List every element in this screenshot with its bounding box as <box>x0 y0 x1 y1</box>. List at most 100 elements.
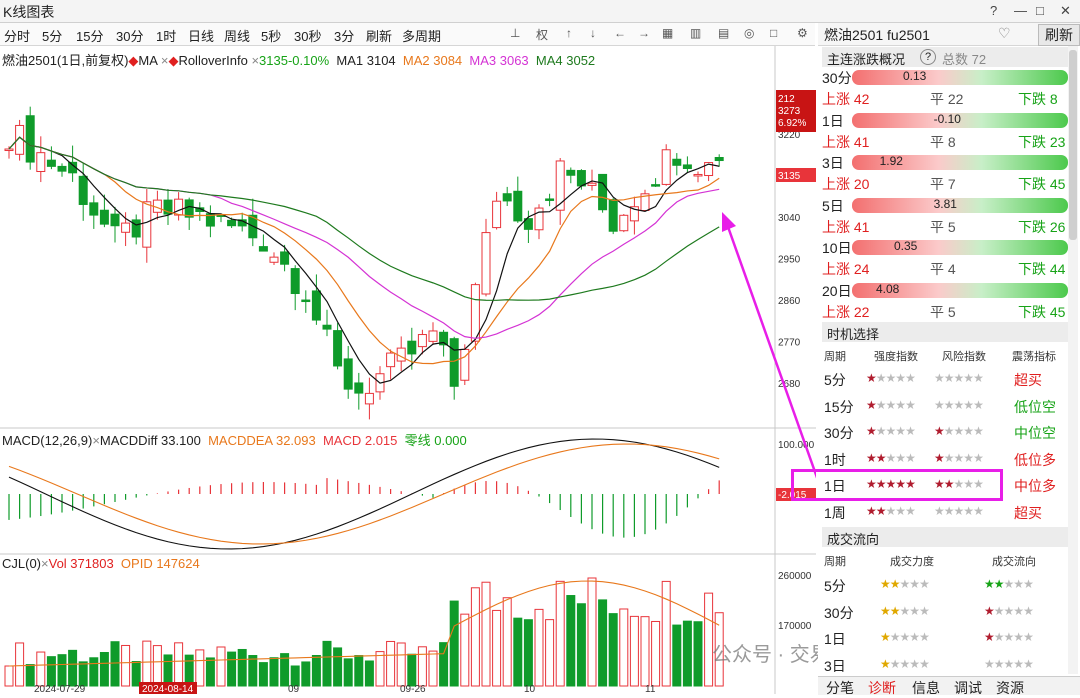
refresh-button[interactable]: 刷新 <box>366 29 393 44</box>
chart-area[interactable]: 322031303040295028602770268021232736.92%… <box>0 46 915 695</box>
summary-header: 主连涨跌概况 ? 总数 72 <box>822 47 1068 67</box>
tab-diagnose[interactable]: 诊断 <box>868 680 896 696</box>
volume-bar <box>375 651 385 687</box>
scrollbar-thumb[interactable] <box>1069 50 1077 240</box>
period-tab-week[interactable]: 周线 <box>224 29 251 44</box>
title-bar: K线图表 ? — □ ✕ <box>0 0 1080 23</box>
summary-value: 0.35 <box>894 239 918 253</box>
volume-bar <box>68 649 78 687</box>
panel-scrollbar[interactable] <box>1068 46 1078 674</box>
summary-up: 上涨 41 <box>822 218 870 235</box>
period-tab-fenshi[interactable]: 分时 <box>4 29 31 44</box>
flow-header: 成交流向 <box>822 527 1068 547</box>
candle-body <box>492 200 502 229</box>
quote-refresh-button[interactable]: 刷新 <box>1038 24 1080 46</box>
oscillator-signal: 超买 <box>1014 372 1042 388</box>
period-tab-3m[interactable]: 3分 <box>334 29 355 44</box>
summary-period: 10日 <box>822 240 852 256</box>
candle-body <box>513 190 523 222</box>
window-title: K线图表 <box>3 4 55 20</box>
volume-bar <box>258 662 268 687</box>
macd-dea: MACDDEA 32.093 <box>208 433 316 448</box>
settings-icon[interactable]: ⚙ <box>797 26 808 40</box>
strength-stars: ★★★★★ <box>866 503 916 518</box>
arrow-left-icon[interactable]: ← <box>614 26 626 40</box>
volume-bar <box>523 619 533 687</box>
weight-icon[interactable]: 权 <box>536 28 549 42</box>
flow-header-cell: 成交流向 <box>992 556 1036 568</box>
kline-chart-svg[interactable]: 322031303040295028602770268021232736.92%… <box>0 46 822 695</box>
volume-bar <box>333 647 343 687</box>
close-icon[interactable]: ✕ <box>1060 3 1071 18</box>
period-tab-30s[interactable]: 30秒 <box>294 29 322 44</box>
period-tab-30m[interactable]: 30分 <box>116 29 144 44</box>
window-icon[interactable]: □ <box>770 26 778 40</box>
candle-body <box>481 232 491 295</box>
summary-flat: 平 8 <box>930 133 956 150</box>
target-icon[interactable]: ◎ <box>744 26 755 40</box>
volume-bar <box>322 640 332 687</box>
candle-body <box>121 222 131 233</box>
candle-body <box>89 202 99 216</box>
summary-help-icon[interactable]: ? <box>920 49 936 65</box>
macd-tick-label: 100.000 <box>778 440 815 451</box>
summary-bar <box>852 155 1068 170</box>
layout-icon[interactable]: ▤ <box>718 26 730 40</box>
period-tab-15m[interactable]: 15分 <box>76 29 104 44</box>
volume-bar <box>216 646 226 687</box>
candle-body <box>36 152 46 173</box>
volume-tick-label: 260000 <box>778 571 812 582</box>
summary-bar <box>852 112 1068 128</box>
volume-bar <box>640 616 650 687</box>
volume-bar <box>682 620 692 687</box>
tab-fenbi[interactable]: 分笔 <box>826 680 854 696</box>
volume-bar <box>46 656 56 687</box>
volume-bar <box>195 649 205 687</box>
price-tick-label: 2770 <box>778 338 801 349</box>
arrow-right-icon[interactable]: → <box>638 26 650 40</box>
candle-body <box>110 213 120 227</box>
volume-bar <box>417 646 427 687</box>
macd-diff-line <box>8 438 720 550</box>
volume-bar <box>470 587 480 687</box>
maximize-icon[interactable]: □ <box>1036 3 1044 18</box>
arrow-down-icon[interactable]: ↓ <box>590 26 596 40</box>
flow-direction-stars: ★★★★★ <box>984 603 1034 618</box>
multi-period-button[interactable]: 多周期 <box>402 29 442 44</box>
minimize-icon[interactable]: — <box>1014 3 1027 18</box>
period-tab-day[interactable]: 日线 <box>188 29 215 44</box>
contract-name: 燃油2501 fu2501 <box>824 27 930 43</box>
timing-header: 时机选择 <box>822 322 1068 342</box>
summary-value: 1.92 <box>879 154 903 168</box>
volume-bar <box>131 661 141 687</box>
volume-bar <box>343 658 353 687</box>
period-tab-5m[interactable]: 5分 <box>42 29 63 44</box>
flow-direction-stars: ★★★★★ <box>984 630 1034 644</box>
volume-bar <box>163 654 173 687</box>
selected-date-badge <box>139 682 197 694</box>
volume-bar <box>629 615 639 687</box>
tab-info[interactable]: 信息 <box>912 680 940 696</box>
delete-icon[interactable]: ▥ <box>690 26 702 40</box>
help-icon[interactable]: ? <box>990 3 998 18</box>
summary-flat: 平 5 <box>930 218 956 235</box>
arrow-up-icon[interactable]: ↑ <box>566 26 572 40</box>
candle-body <box>57 165 67 172</box>
volume-bar <box>311 654 321 687</box>
period-tab-1h[interactable]: 1时 <box>156 29 177 44</box>
candle-body <box>301 299 311 303</box>
legend-prefix: 燃油2501(1日,前复权) <box>2 53 129 68</box>
candle-body <box>598 173 608 211</box>
volume-bar <box>25 664 35 687</box>
tab-resource[interactable]: 资源 <box>996 680 1024 696</box>
favorite-icon[interactable]: ♡ <box>998 25 1011 41</box>
grid-icon[interactable]: ▦ <box>662 26 674 40</box>
volume-bar <box>407 653 417 687</box>
summary-up: 上涨 41 <box>822 133 870 150</box>
period-tab-5s[interactable]: 5秒 <box>261 29 282 44</box>
candle-body <box>566 169 576 176</box>
ruler-icon[interactable]: ⊥ <box>510 26 521 40</box>
candle-body <box>131 219 141 238</box>
tab-debug[interactable]: 调试 <box>954 680 982 696</box>
volume-bar <box>280 653 290 687</box>
